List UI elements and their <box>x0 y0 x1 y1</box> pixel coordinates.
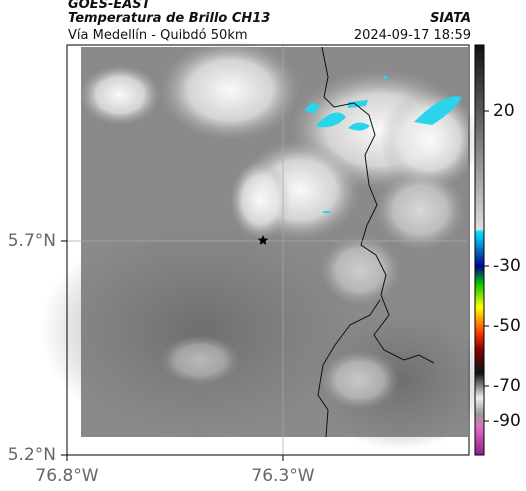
lat-label: 5.2°N <box>8 445 56 465</box>
colorbar-label: -50 <box>493 316 521 336</box>
subtitle: Vía Medellín - Quibdó 50km <box>68 28 248 43</box>
source: GOES-EAST <box>68 0 151 12</box>
lon-label: 76.3°W <box>251 466 314 486</box>
lon-label: 76.8°W <box>35 466 98 486</box>
title: Temperatura de Brillo CH13 <box>68 11 271 26</box>
satellite-image <box>40 40 490 455</box>
colorbar-label: 20 <box>493 101 515 121</box>
lat-label: 5.7°N <box>8 231 56 251</box>
colorbar-label: -90 <box>493 411 521 431</box>
timestamp: 2024-09-17 18:59 <box>353 28 471 43</box>
colorbar-label: -70 <box>493 376 521 396</box>
colorbar-label: -30 <box>493 256 521 276</box>
brand: SIATA <box>430 11 471 26</box>
map-frame <box>66 44 470 456</box>
colorbar <box>474 44 485 456</box>
